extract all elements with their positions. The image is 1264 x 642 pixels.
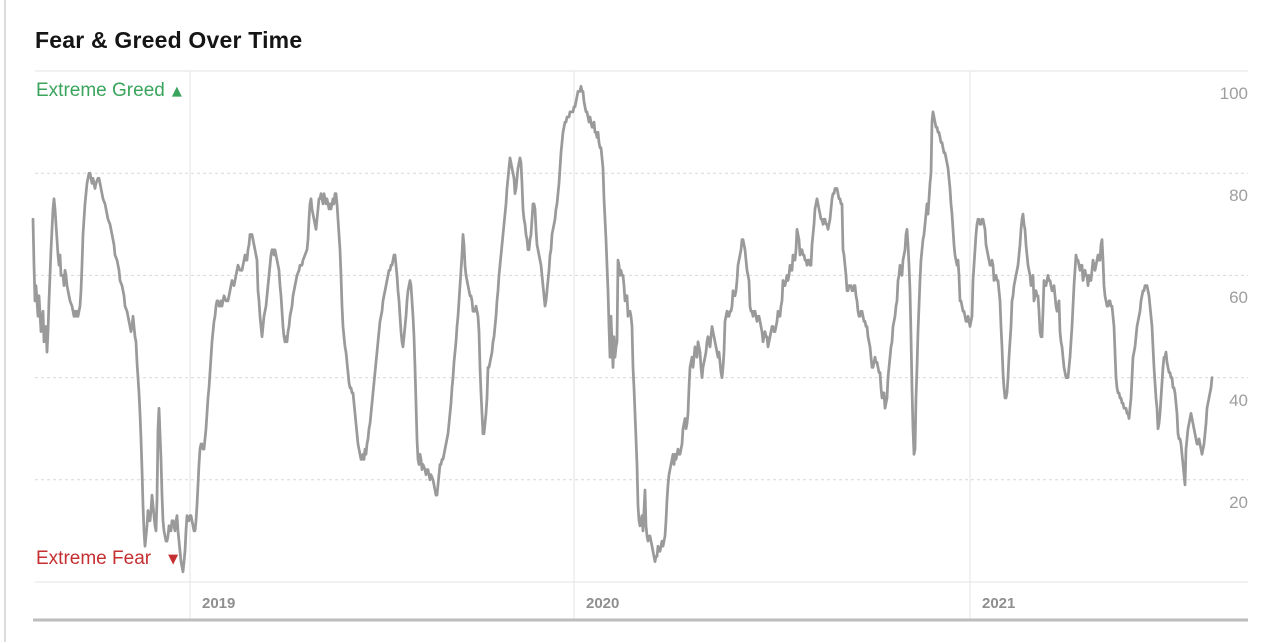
y-tick-label: 20 xyxy=(1229,492,1248,512)
greed-up-arrow-icon: ▲ xyxy=(171,83,182,99)
y-tick-label: 60 xyxy=(1229,288,1248,308)
x-tick-label: 2021 xyxy=(982,595,1016,612)
fear-greed-line xyxy=(31,84,1214,574)
extreme-fear-text: Extreme Fear xyxy=(36,548,152,569)
x-tick-label: 2019 xyxy=(202,595,236,612)
x-tick-label: 2020 xyxy=(586,595,620,612)
extreme-greed-text: Extreme Greed xyxy=(36,80,165,101)
page-left-border xyxy=(4,0,6,642)
extreme-fear-label: Extreme Fear ▼ xyxy=(36,548,178,570)
fear-down-arrow-icon: ▼ xyxy=(168,551,179,567)
y-tick-label: 80 xyxy=(1229,186,1248,206)
page-title: Fear & Greed Over Time xyxy=(35,27,303,54)
extreme-greed-label: Extreme Greed ▲ xyxy=(36,80,182,102)
y-tick-label: 40 xyxy=(1229,390,1248,410)
y-tick-label: 100 xyxy=(1219,84,1248,103)
